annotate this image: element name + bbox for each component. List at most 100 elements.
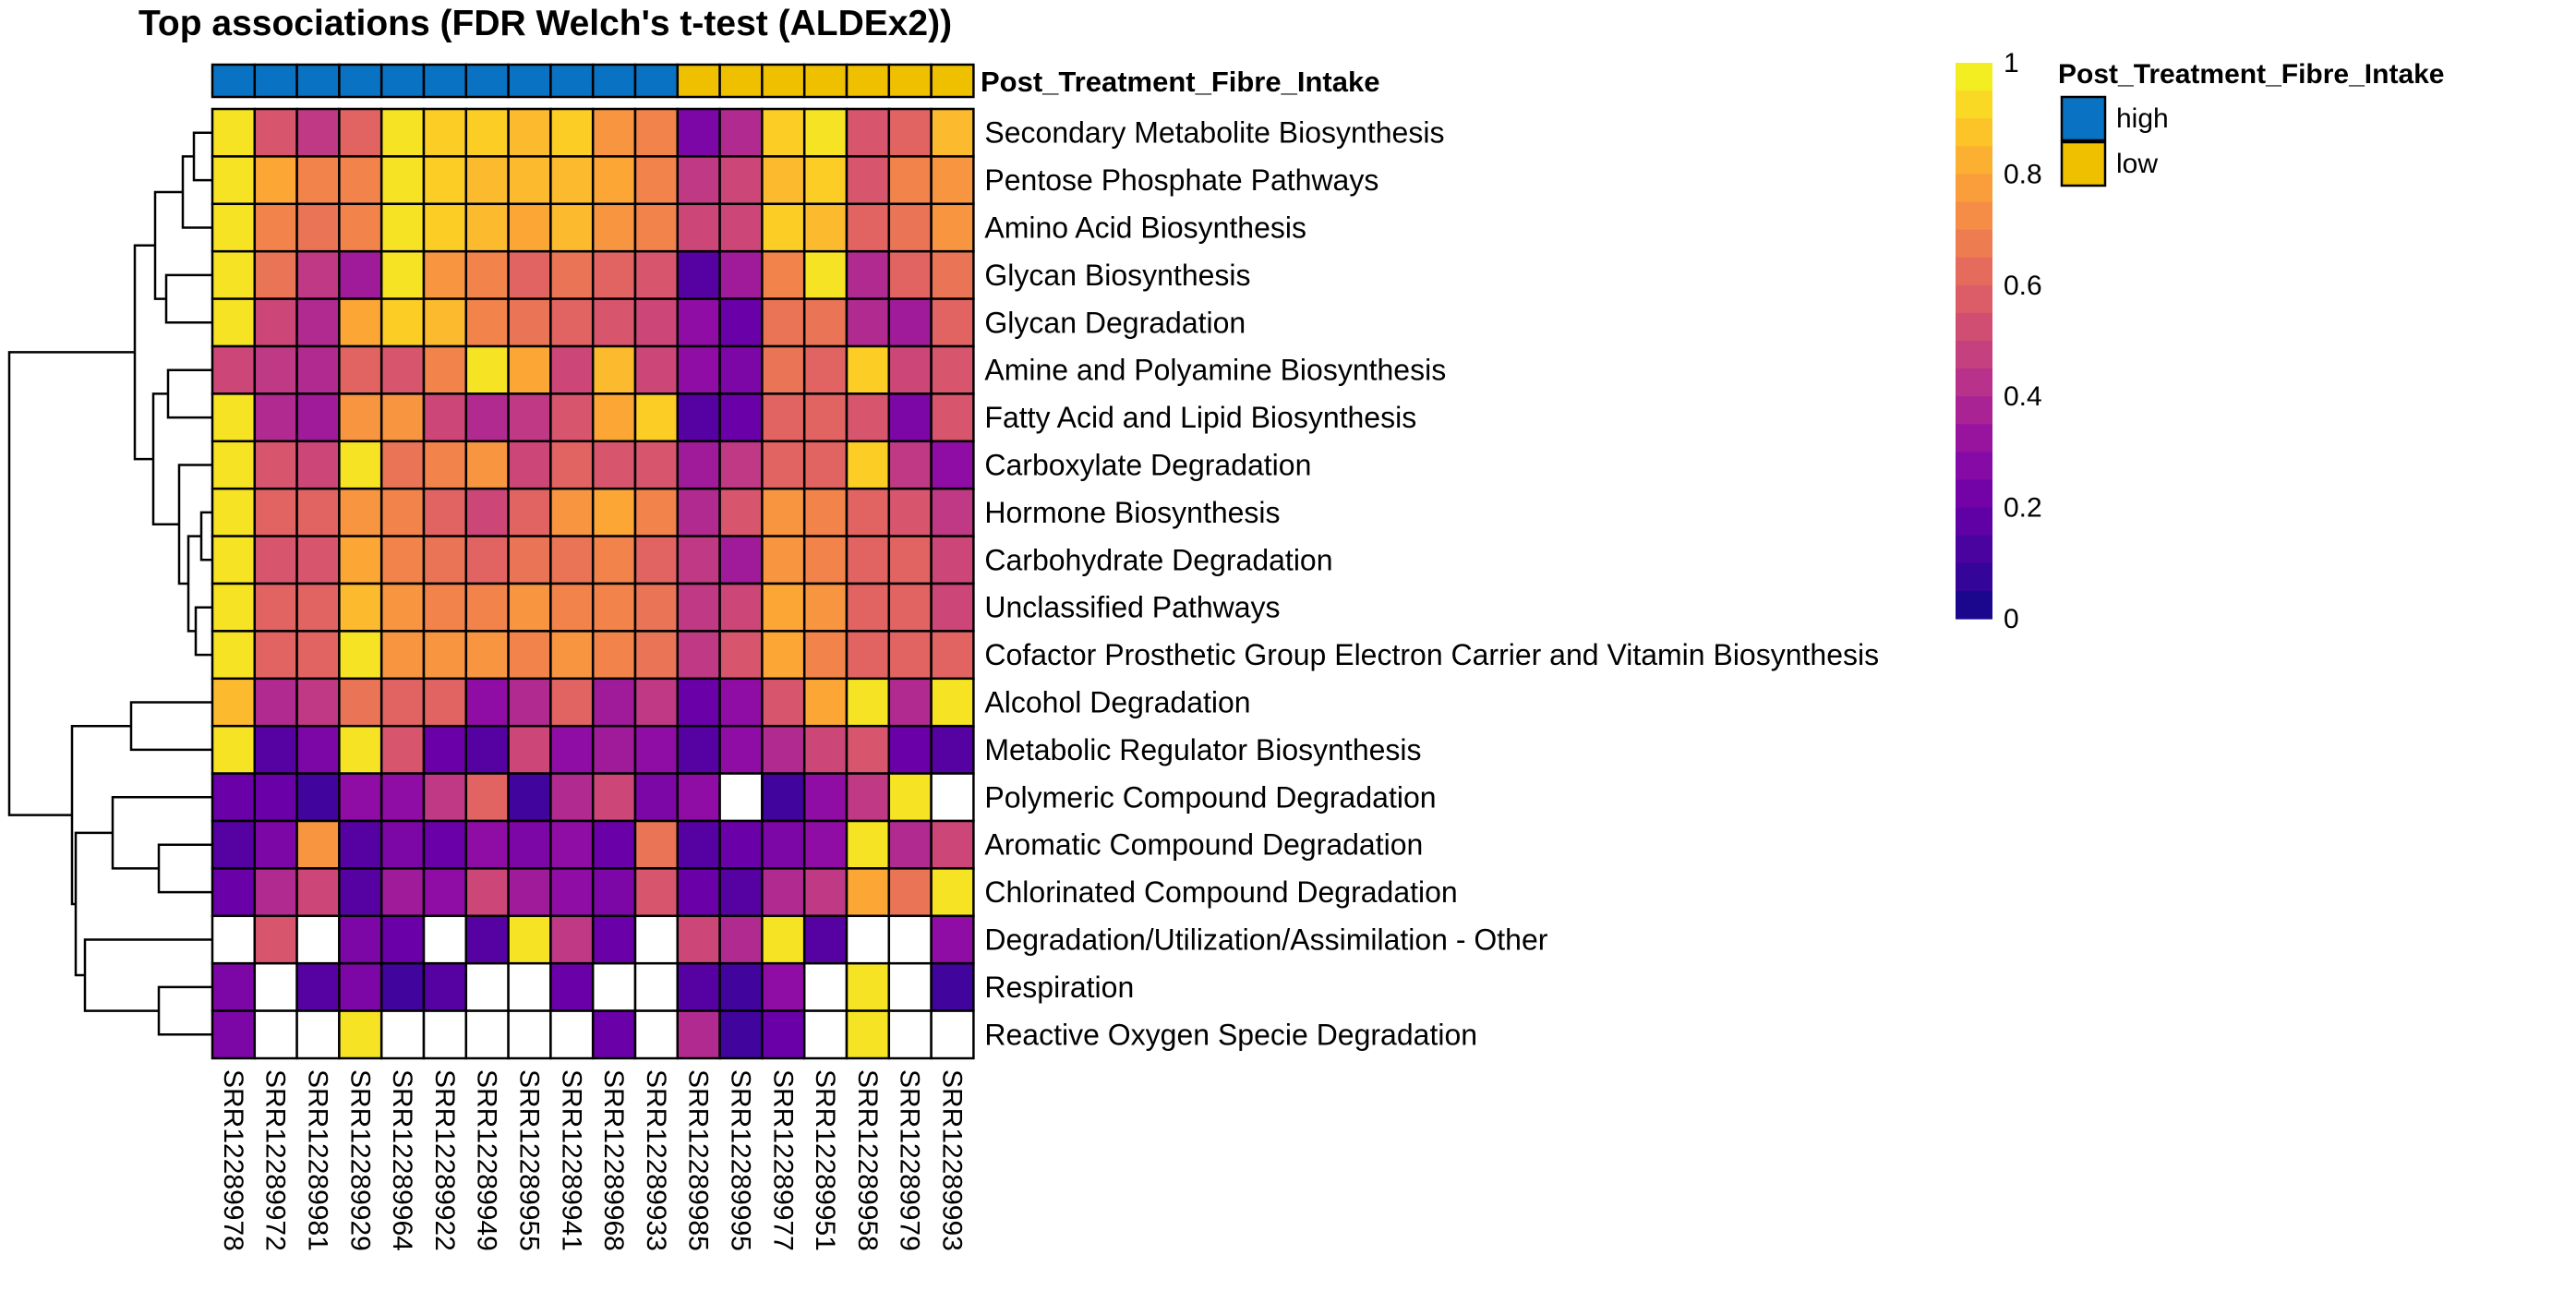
heatmap-cell (802, 772, 849, 823)
heatmap-cell (930, 914, 975, 965)
colorbar-swatch (1956, 90, 1992, 119)
heatmap-cell (676, 249, 721, 300)
heatmap-cell (422, 772, 468, 823)
heatmap-cell (379, 440, 426, 490)
heatmap-cell (379, 961, 426, 1012)
heatmap-cell (464, 582, 510, 633)
annotation-cell (211, 63, 257, 99)
heatmap-cell (845, 772, 891, 823)
heatmap-cell (845, 819, 891, 870)
heatmap-cell (464, 344, 510, 395)
heatmap-cell (845, 202, 891, 253)
heatmap-cell (845, 1009, 891, 1060)
annotation-bar (211, 63, 975, 99)
heatmap-cell (591, 677, 637, 728)
heatmap-cell (802, 914, 849, 965)
annotation-cell (422, 63, 468, 99)
heatmap-cell (591, 1009, 637, 1060)
heatmap-cell (802, 155, 849, 206)
heatmap-cell (379, 155, 426, 206)
heatmap-cell (761, 914, 806, 965)
colorbar-legend: 1 0.8 0.6 0.4 0.2 0 (1956, 48, 2042, 634)
colorbar-swatch (1956, 174, 1992, 203)
heatmap-cell (591, 487, 637, 537)
heatmap-cell (507, 1009, 552, 1060)
heatmap-cell (845, 297, 891, 348)
heatmap-cell (211, 867, 257, 918)
heatmap-cell (253, 677, 298, 728)
heatmap-cell (718, 1009, 764, 1060)
annotation-legend-label: high (2116, 103, 2169, 134)
colorbar-swatch (1956, 341, 1992, 369)
heatmap-cell (633, 202, 680, 253)
heatmap-cell (338, 819, 383, 870)
colorbar-tick-label: 0.2 (2004, 493, 2042, 524)
heatmap-cell (338, 535, 383, 585)
heatmap-cell (633, 867, 680, 918)
heatmap-cell (507, 535, 552, 585)
column-label: SRR12289993 (937, 1069, 968, 1251)
heatmap-cell (887, 155, 933, 206)
heatmap-cell (591, 914, 637, 965)
heatmap-cell (379, 630, 426, 681)
heatmap-cell (845, 155, 891, 206)
heatmap-cell (633, 772, 680, 823)
heatmap-cell (633, 249, 680, 300)
heatmap-cell (845, 630, 891, 681)
heatmap-cell (295, 677, 341, 728)
heatmap-cell (507, 582, 552, 633)
heatmap-cell (887, 249, 933, 300)
heatmap-cell (379, 914, 426, 965)
heatmap-cell (718, 297, 764, 348)
heatmap-cell (464, 202, 510, 253)
heatmap-cell (802, 630, 849, 681)
heatmap-cell (887, 914, 933, 965)
heatmap-cell (845, 487, 891, 537)
heatmap-cell (802, 249, 849, 300)
heatmap-cell (591, 867, 637, 918)
heatmap-cell (507, 819, 552, 870)
row-label: Metabolic Regulator Biosynthesis (984, 733, 1421, 766)
row-label: Amino Acid Biosynthesis (984, 211, 1306, 245)
heatmap-cell (930, 535, 975, 585)
heatmap-cell (379, 1009, 426, 1060)
row-dendrogram (7, 131, 212, 1036)
row-label: Cofactor Prosthetic Group Electron Carri… (984, 638, 1879, 671)
heatmap-cell (338, 249, 383, 300)
heatmap-cell (676, 535, 721, 585)
heatmap-cell (338, 724, 383, 775)
heatmap-cell (211, 249, 257, 300)
heatmap-cell (633, 819, 680, 870)
heatmap-cell (338, 867, 383, 918)
heatmap-cell (549, 630, 595, 681)
heatmap-cell (422, 487, 468, 537)
heatmap-cell (295, 724, 341, 775)
heatmap-cell (761, 344, 806, 395)
heatmap-cell (549, 1009, 595, 1060)
heatmap-cell (295, 202, 341, 253)
colorbar-swatch (1956, 535, 1992, 564)
heatmap-cell (633, 392, 680, 443)
heatmap-cell (338, 392, 383, 443)
heatmap-cell (464, 772, 510, 823)
heatmap-cell (676, 914, 721, 965)
heatmap-cell (211, 961, 257, 1012)
heatmap-cell (422, 819, 468, 870)
heatmap-cell (761, 440, 806, 490)
heatmap-cell (591, 107, 637, 158)
heatmap-cell (422, 202, 468, 253)
heatmap-cell (930, 249, 975, 300)
heatmap-cell (549, 202, 595, 253)
heatmap-cell (761, 819, 806, 870)
heatmap-cell (591, 297, 637, 348)
heatmap-cell (676, 344, 721, 395)
heatmap-cell (676, 1009, 721, 1060)
heatmap-cell (379, 677, 426, 728)
heatmap-cell (718, 772, 764, 823)
heatmap-cell (845, 107, 891, 158)
heatmap-cell (676, 630, 721, 681)
heatmap-cell (253, 867, 298, 918)
heatmap-cell (253, 961, 298, 1012)
heatmap-cell (761, 249, 806, 300)
heatmap-cell (761, 535, 806, 585)
